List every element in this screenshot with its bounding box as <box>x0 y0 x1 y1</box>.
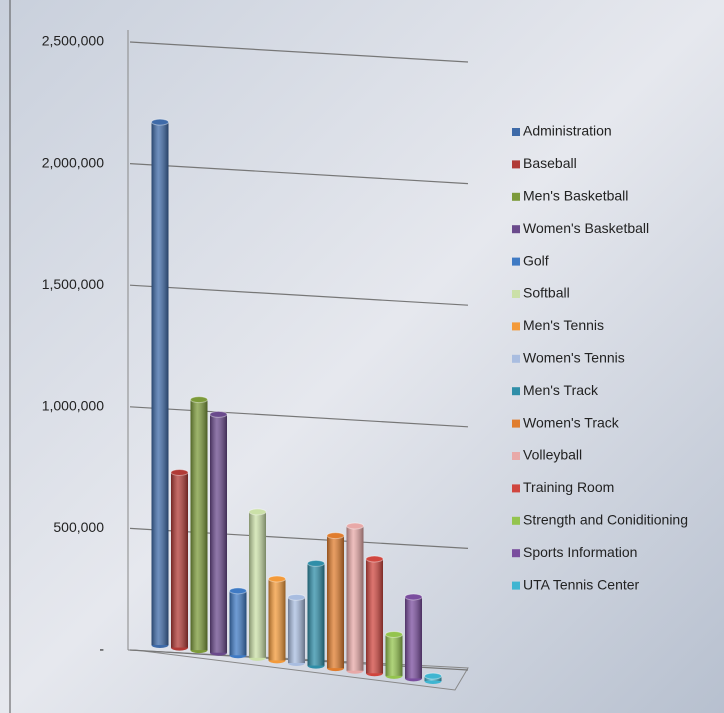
bar-shade <box>249 511 266 658</box>
bar-top <box>424 672 442 680</box>
legend-label: UTA Tennis Center <box>523 576 640 592</box>
legend-marker <box>512 354 520 363</box>
legend-label: Women's Basketball <box>523 220 649 236</box>
legend-marker <box>512 192 520 201</box>
y-tick-label: 1,500,000 <box>42 276 104 292</box>
legend-label: Women's Tennis <box>523 350 625 366</box>
y-tick-label: 1,000,000 <box>42 398 104 414</box>
bar-shade <box>346 526 364 671</box>
legend-marker <box>512 225 520 234</box>
legend-marker <box>512 581 520 590</box>
legend: Administration Baseball Men's Basketball Wo… <box>512 123 688 592</box>
y-tick-label: 2,500,000 <box>42 33 104 49</box>
y-tick-label: 500,000 <box>53 519 104 535</box>
bar-shade <box>288 597 305 663</box>
legend-label: Women's Track <box>523 414 620 430</box>
bar-shade <box>210 414 227 653</box>
bar-top <box>151 118 169 126</box>
bar-shade <box>366 558 383 674</box>
bar-top <box>268 575 286 583</box>
legend-label: Training Room <box>523 479 614 495</box>
bar-top <box>385 631 403 639</box>
y-tick-label: 2,000,000 <box>42 154 104 170</box>
grid-line <box>129 41 469 63</box>
grid-line <box>129 406 469 428</box>
legend-marker <box>512 419 520 428</box>
legend-marker <box>512 322 520 331</box>
legend-marker <box>512 387 520 396</box>
bar-top <box>190 396 208 404</box>
bar-shade <box>405 596 422 679</box>
grid-line <box>129 284 469 306</box>
bar-shade <box>327 535 344 669</box>
legend-label: Men's Tennis <box>523 317 604 333</box>
legend-label: Men's Basketball <box>523 188 628 204</box>
grid-line <box>129 163 469 185</box>
legend-marker <box>512 516 520 525</box>
bar-top <box>307 559 325 567</box>
legend-label: Sports Information <box>523 544 637 560</box>
bar-top <box>229 587 247 595</box>
legend-marker <box>512 160 520 169</box>
bar-shade <box>229 590 247 656</box>
bar-top <box>326 532 345 540</box>
bar-top <box>170 468 189 476</box>
bar-top <box>404 593 423 601</box>
bar-top <box>346 522 364 530</box>
bar-shade <box>151 122 169 646</box>
bar-top <box>287 593 306 601</box>
bar-shade <box>268 578 286 661</box>
bar-top <box>248 508 267 516</box>
bar-shade <box>171 472 188 648</box>
legend-label: Administration <box>523 123 612 139</box>
legend-label: Golf <box>523 252 549 268</box>
legend-label: Volleyball <box>523 447 582 463</box>
y-tick-label: - <box>99 641 104 657</box>
legend-label: Men's Track <box>523 382 599 398</box>
bar-shade <box>385 634 403 676</box>
legend-marker <box>512 290 520 298</box>
legend-label: Softball <box>523 285 570 301</box>
bar-top <box>365 555 384 563</box>
legend-label: Strength and Coniditioning <box>523 512 688 528</box>
legend-marker <box>512 128 520 136</box>
legend-marker <box>512 257 520 266</box>
legend-marker <box>512 452 520 460</box>
legend-label: Baseball <box>523 155 577 171</box>
bar-top <box>209 410 228 418</box>
bar-shade <box>307 563 325 666</box>
bar-shade <box>190 399 208 651</box>
legend-marker <box>512 484 520 493</box>
legend-marker <box>512 549 520 558</box>
